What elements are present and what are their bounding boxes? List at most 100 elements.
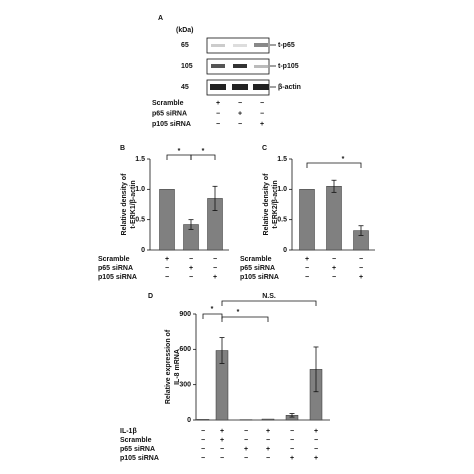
y-tick-label: 0.5 bbox=[135, 217, 145, 224]
bar bbox=[159, 189, 175, 251]
condition-sign: − bbox=[290, 437, 294, 444]
error-bar bbox=[188, 219, 194, 230]
significance-label: * bbox=[237, 309, 240, 316]
bar bbox=[326, 186, 342, 251]
condition-sign: − bbox=[305, 265, 309, 272]
y-tick-label: 1.5 bbox=[135, 156, 145, 163]
protein-label: t-p105 bbox=[278, 63, 299, 70]
condition-sign: − bbox=[244, 428, 248, 435]
condition-label: p105 siRNA bbox=[120, 455, 159, 462]
condition-label: Scramble bbox=[120, 437, 152, 444]
y-tick-label: 1.0 bbox=[277, 186, 287, 193]
condition-sign: − bbox=[220, 455, 224, 462]
condition-sign: − bbox=[189, 274, 193, 281]
condition-sign: − bbox=[244, 437, 248, 444]
condition-sign: + bbox=[305, 256, 309, 263]
y-tick-label: 1.0 bbox=[135, 186, 145, 193]
y-axis-label: Relative density of bbox=[263, 173, 270, 236]
protein-label: t-p65 bbox=[278, 42, 295, 49]
panel-label: B bbox=[120, 145, 125, 152]
y-tick-label: 0 bbox=[141, 247, 145, 254]
condition-label: p105 siRNA bbox=[98, 274, 137, 281]
condition-sign: + bbox=[213, 274, 217, 281]
condition-label: IL-1β bbox=[120, 428, 137, 435]
y-axis-label: t-ERK2/β-actin bbox=[272, 180, 279, 228]
condition-label: p65 siRNA bbox=[98, 265, 133, 272]
condition-sign: − bbox=[213, 256, 217, 263]
condition-sign: − bbox=[238, 121, 242, 128]
condition-sign: − bbox=[314, 437, 318, 444]
condition-sign: − bbox=[238, 100, 242, 107]
condition-sign: − bbox=[314, 446, 318, 453]
y-tick-label: 1.5 bbox=[277, 156, 287, 163]
panel-label: C bbox=[262, 145, 267, 152]
condition-sign: + bbox=[238, 110, 242, 117]
condition-sign: − bbox=[216, 110, 220, 117]
protein-label: β-actin bbox=[278, 84, 301, 91]
y-tick-label: 600 bbox=[179, 346, 191, 353]
condition-sign: − bbox=[201, 446, 205, 453]
condition-sign: − bbox=[266, 455, 270, 462]
condition-label: p65 siRNA bbox=[240, 265, 275, 272]
significance-label: * bbox=[342, 156, 345, 163]
significance-label: N.S. bbox=[262, 293, 276, 300]
error-bar bbox=[219, 337, 225, 364]
bar bbox=[261, 418, 275, 421]
condition-sign: + bbox=[314, 455, 318, 462]
blot-bands bbox=[206, 37, 270, 96]
condition-sign: − bbox=[305, 274, 309, 281]
condition-label: p65 siRNA bbox=[152, 110, 187, 117]
condition-sign: + bbox=[220, 428, 224, 435]
significance-bracket bbox=[166, 154, 192, 160]
unit-label: (kDa) bbox=[176, 27, 194, 34]
y-axis-label: t-ERK1/β-actin bbox=[130, 180, 137, 228]
condition-label: Scramble bbox=[98, 256, 130, 263]
panel-label: A bbox=[158, 15, 163, 22]
condition-sign: − bbox=[213, 265, 217, 272]
condition-sign: − bbox=[359, 256, 363, 263]
condition-sign: − bbox=[216, 121, 220, 128]
condition-sign: + bbox=[260, 121, 264, 128]
condition-sign: − bbox=[332, 274, 336, 281]
condition-sign: + bbox=[266, 446, 270, 453]
error-bar bbox=[313, 346, 319, 393]
kda-label: 105 bbox=[181, 63, 193, 70]
condition-sign: − bbox=[359, 265, 363, 272]
significance-bracket bbox=[306, 162, 362, 168]
significance-bracket bbox=[190, 154, 216, 160]
condition-sign: − bbox=[290, 428, 294, 435]
kda-label: 65 bbox=[181, 42, 189, 49]
condition-sign: + bbox=[244, 446, 248, 453]
error-bar bbox=[331, 179, 337, 193]
y-tick-label: 0 bbox=[187, 417, 191, 424]
y-tick-label: 900 bbox=[179, 311, 191, 318]
significance-bracket bbox=[221, 316, 269, 322]
condition-label: Scramble bbox=[152, 100, 184, 107]
condition-sign: − bbox=[165, 274, 169, 281]
condition-sign: − bbox=[244, 455, 248, 462]
y-axis-label: Relative expression of bbox=[165, 329, 172, 404]
y-axis-label: Relative density of bbox=[121, 173, 128, 236]
condition-sign: + bbox=[266, 428, 270, 435]
error-bar bbox=[212, 185, 218, 211]
bar bbox=[196, 419, 210, 421]
condition-sign: − bbox=[201, 455, 205, 462]
y-axis-label: IL-8 mRNA bbox=[174, 349, 181, 385]
condition-sign: − bbox=[266, 437, 270, 444]
condition-sign: + bbox=[220, 437, 224, 444]
condition-sign: + bbox=[165, 256, 169, 263]
condition-sign: + bbox=[189, 265, 193, 272]
condition-sign: − bbox=[201, 437, 205, 444]
condition-sign: − bbox=[260, 110, 264, 117]
condition-sign: + bbox=[359, 274, 363, 281]
y-tick-label: 300 bbox=[179, 382, 191, 389]
condition-sign: − bbox=[332, 256, 336, 263]
significance-label: * bbox=[178, 148, 181, 155]
significance-bracket bbox=[202, 313, 223, 319]
condition-sign: − bbox=[165, 265, 169, 272]
y-tick-label: 0.5 bbox=[277, 217, 287, 224]
y-tick-label: 0 bbox=[283, 247, 287, 254]
condition-sign: − bbox=[189, 256, 193, 263]
significance-label: * bbox=[202, 148, 205, 155]
